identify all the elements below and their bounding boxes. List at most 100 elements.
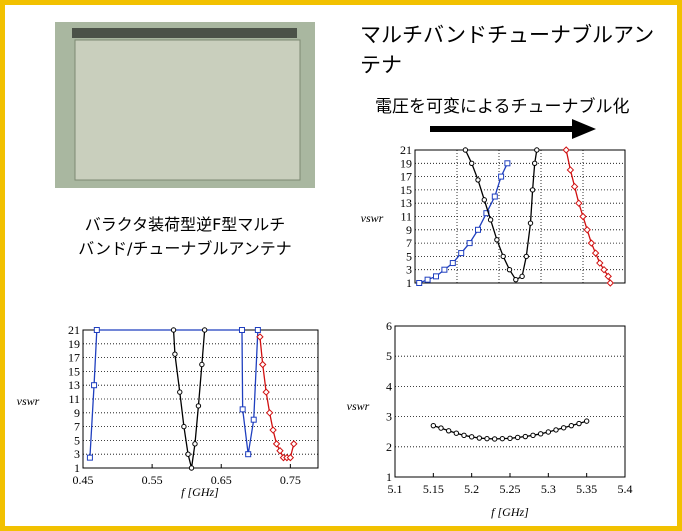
marker [514,277,518,281]
x-tick-label: 5.35 [576,482,597,496]
marker [546,430,550,434]
y-tick-label: 3 [386,410,392,424]
marker [463,148,467,152]
marker [492,437,496,441]
marker [500,436,504,440]
x-tick-label: 5.3 [541,482,556,496]
caption: バンド/チューナブルアンテナ [78,239,292,258]
x-axis-label: f [GHz] [491,505,529,519]
y-tick-label: 19 [400,156,412,170]
x-tick-label: 5.25 [500,482,521,496]
y-tick-label: 2 [386,440,392,454]
marker [255,328,260,333]
x-tick-label: 5.4 [618,482,633,496]
y-tick-label: 5 [406,249,412,263]
marker [450,261,455,266]
marker [520,274,524,278]
marker [584,419,588,423]
marker [434,274,439,279]
y-tick-label: 17 [400,170,412,184]
marker [186,452,190,456]
y-tick-label: 9 [74,406,80,420]
x-tick-label: 0.55 [142,473,163,487]
marker [246,452,251,457]
marker [171,328,175,332]
marker [482,198,486,202]
marker [501,254,505,258]
x-tick-label: 5.1 [388,482,403,496]
marker [492,194,497,199]
marker [530,188,534,192]
marker [87,455,92,460]
marker [488,218,492,222]
slide-title: テナ [360,53,402,77]
y-axis-label: vswr [361,211,384,225]
y-tick-label: 9 [406,223,412,237]
y-tick-label: 21 [400,143,412,157]
marker [524,254,528,258]
arrow-label: 電圧を可変によるチューナブル化 [375,96,630,117]
y-tick-label: 7 [406,236,412,250]
y-tick-label: 4 [386,379,392,393]
marker [499,174,504,179]
x-tick-label: 5.2 [464,482,479,496]
y-tick-label: 7 [74,420,80,434]
marker [454,431,458,435]
marker [425,277,430,282]
marker [569,423,573,427]
marker [200,362,204,366]
y-tick-label: 6 [386,319,392,333]
x-tick-label: 0.75 [280,473,301,487]
y-axis-label: vswr [17,394,40,408]
marker [476,227,481,232]
y-tick-label: 17 [68,351,80,365]
slide-title: マルチバンドチューナブルアン [360,23,654,47]
y-tick-label: 1 [406,276,412,290]
marker [469,435,473,439]
y-tick-label: 5 [386,349,392,363]
x-axis-label: f [GHz] [181,485,219,499]
plot-area [395,326,625,477]
marker [467,241,472,246]
marker [523,434,527,438]
marker [561,426,565,430]
marker [92,383,97,388]
marker [417,281,422,286]
antenna-element [72,28,297,38]
y-tick-label: 11 [400,210,412,224]
marker [431,423,435,427]
y-tick-label: 19 [68,337,80,351]
marker [189,466,193,470]
marker [178,390,182,394]
marker [533,161,537,165]
y-tick-label: 15 [400,183,412,197]
x-tick-label: 5.15 [423,482,444,496]
marker [477,436,481,440]
marker [577,421,581,425]
marker [251,417,256,422]
marker [531,433,535,437]
marker [442,267,447,272]
marker [202,328,206,332]
marker [173,352,177,356]
y-tick-label: 11 [68,392,80,406]
marker [505,161,510,166]
marker [535,148,539,152]
marker [193,442,197,446]
y-tick-label: 3 [74,447,80,461]
antenna-board [75,40,300,180]
marker [554,428,558,432]
y-tick-label: 3 [406,263,412,277]
marker [239,328,244,333]
marker [508,436,512,440]
caption: バラクタ装荷型逆F型マルチ [85,215,286,234]
marker [528,221,532,225]
marker [470,161,474,165]
marker [507,268,511,272]
y-tick-label: 13 [400,196,412,210]
marker [240,407,245,412]
marker [485,436,489,440]
y-tick-label: 21 [68,323,80,337]
marker [495,238,499,242]
y-tick-label: 5 [74,433,80,447]
